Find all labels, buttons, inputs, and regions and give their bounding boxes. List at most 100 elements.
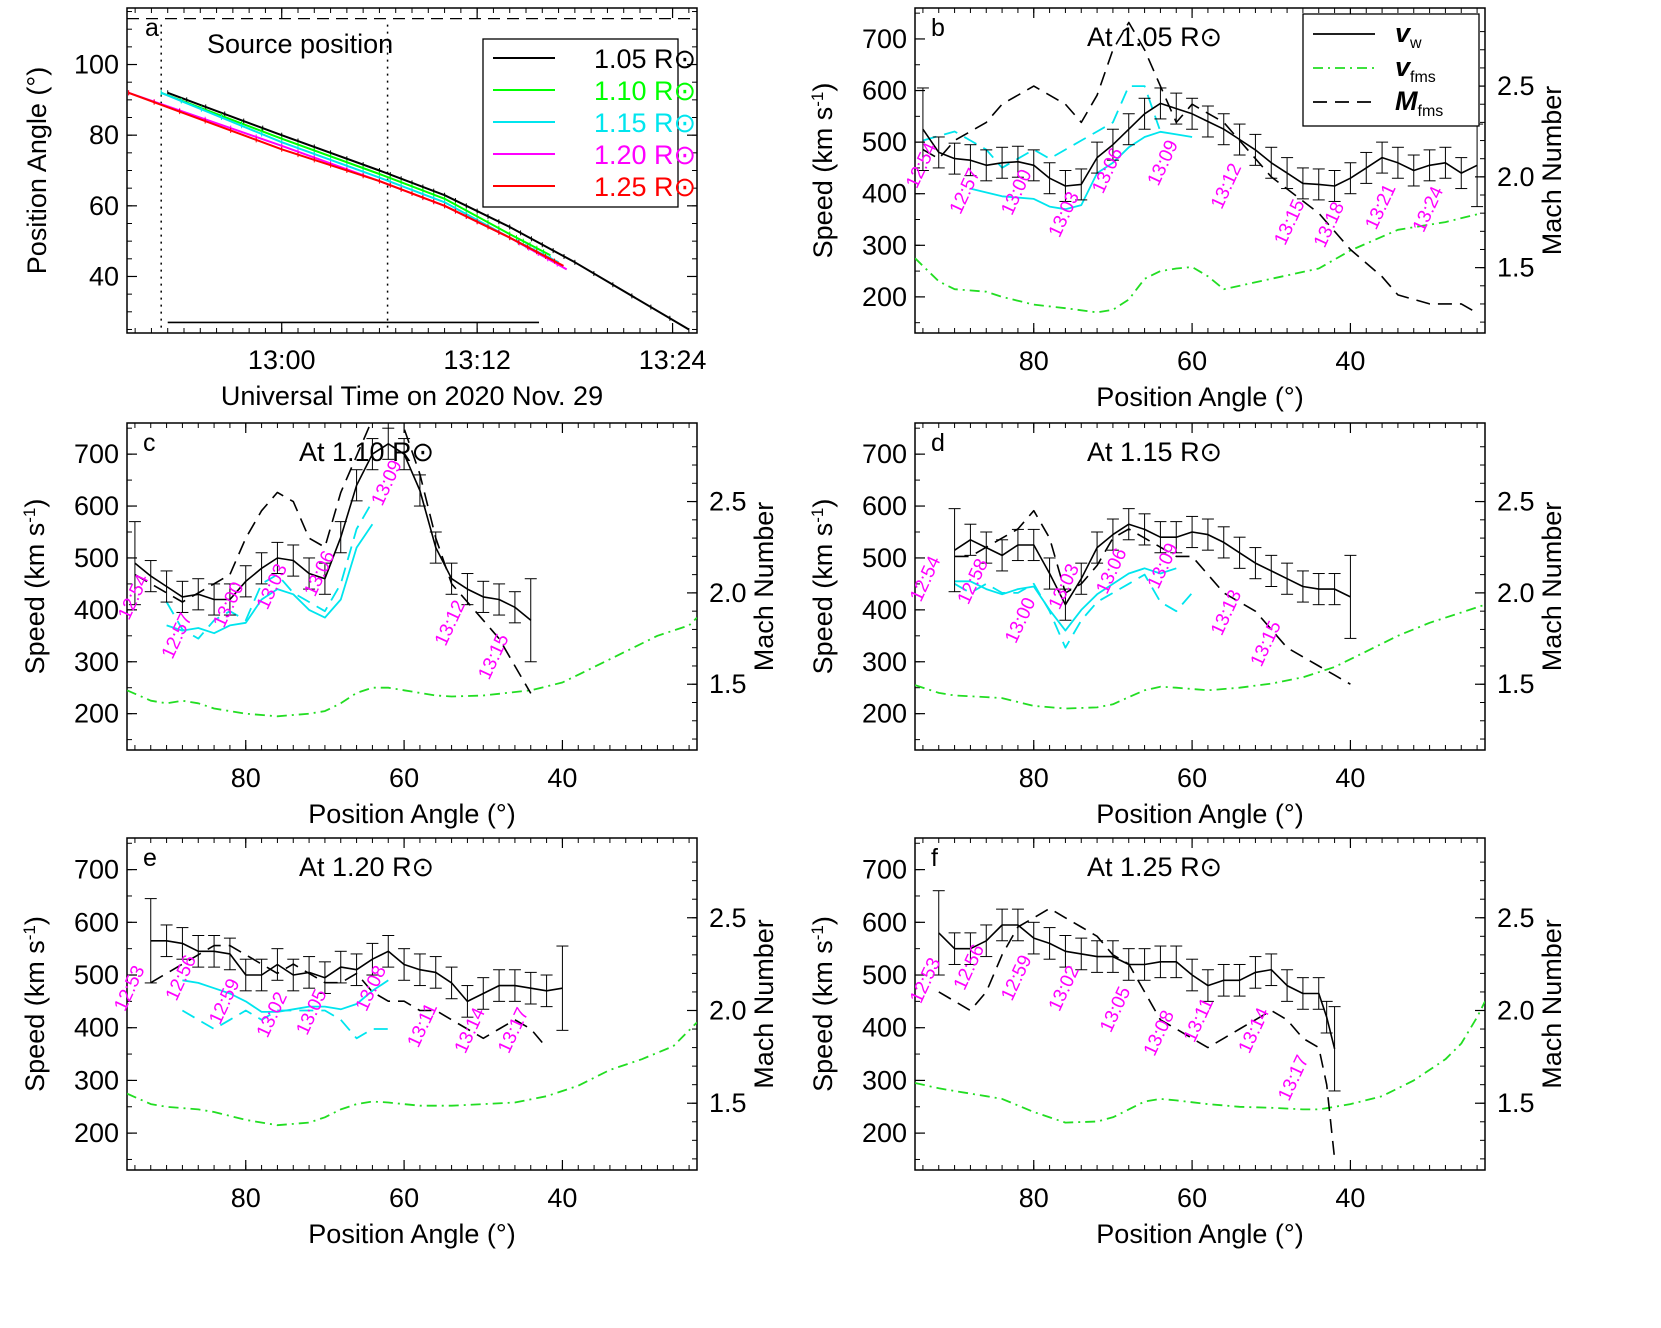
time-label: 13:00 [997,166,1036,218]
time-label: 12:54 [906,553,945,605]
mach-line [922,21,1478,314]
y-axis-label: Speed (km s-1) [808,83,839,259]
y-axis-label: Speed (km s-1) [20,499,51,675]
time-label: 12:56 [162,952,201,1004]
y-tick-label: 300 [862,647,907,677]
x-tick-label: 40 [547,1183,577,1213]
y-tick-label: 700 [862,855,907,885]
x-tick-label: 13:24 [639,345,707,375]
y-tick-label: 100 [74,50,119,80]
x-axis-label: Position Angle (°) [308,799,515,829]
x-tick-label: 60 [389,1183,419,1213]
legend-subscript: w [1409,35,1422,52]
time-label: 13:08 [352,963,391,1015]
legend-subscript: fms [1418,103,1444,120]
legend-label: 1.25 R⊙ [594,172,696,202]
y-tick-label: 500 [74,960,119,990]
y-tick-label: 600 [74,907,119,937]
vfms-line [127,616,697,718]
x-tick-label: 40 [547,763,577,793]
y-axis-label: Speed (km s-1) [20,916,51,1092]
time-label: 13:15 [475,631,514,683]
cyan-mach-line [181,1009,389,1040]
x-tick-label: 60 [1177,763,1207,793]
mach-line [954,509,1351,685]
legend-label: Mfms [1395,86,1443,120]
panel-b: 80 60 40 200 300 400 500 600 700 1.5 2.0 2.5 Positio… [808,7,1567,412]
time-label: 13:06 [300,548,339,600]
time-label: 13:11 [1180,995,1219,1046]
y-tick-label: 600 [862,491,907,521]
plot-frame [914,422,1486,751]
x-tick-label: 40 [1335,763,1365,793]
plot-frame [126,422,698,751]
panel-d: 80 60 40 200 300 400 500 600 700 1.5 2.0 2.5 Positio… [808,422,1567,829]
time-label: 12:54 [902,139,941,191]
time-label: 13:09 [1144,137,1183,189]
y-tick-label: 700 [74,439,119,469]
y-axis-label-text: Speed (km s [808,940,838,1092]
x-tick-label: 80 [1019,1183,1049,1213]
panel-title: At 1.15 R⊙ [1087,437,1222,467]
vw-line [922,102,1478,187]
y-tick-label: 200 [862,282,907,312]
time-label: 13:02 [1045,963,1084,1015]
y-tick-label: 400 [862,595,907,625]
panel-label: e [143,844,157,872]
time-label: 13:06 [1092,545,1131,597]
vfms-line [915,603,1485,710]
mach-line [134,423,532,694]
y2-axis-label: Mach Number [749,502,779,672]
time-label: 13:03 [1045,561,1084,613]
plot-area [915,890,1485,1159]
y-tick-label: 500 [862,127,907,157]
x-axis-label: Position Angle (°) [1096,1219,1303,1249]
y-tick-label: 700 [862,24,907,54]
y2-tick-label: 2.0 [709,995,747,1025]
y2-tick-label: 1.5 [1497,669,1535,699]
time-label: 13:12 [1207,160,1246,212]
time-label: 12:59 [997,952,1036,1004]
vw-line [134,442,532,621]
cyan-mach-line [922,85,1162,169]
y-axis-label-exp: -1 [20,508,39,523]
plot-frame [126,837,698,1171]
cyan-speed-line [954,567,1177,632]
y-tick-label: 300 [862,1065,907,1095]
y-axis-label-text: Speed (km s [808,107,838,259]
x-axis-label: Position Angle (°) [1096,799,1303,829]
cyan-mach-line [954,573,1193,649]
time-label: 13:00 [1001,595,1040,647]
y-axis-label-text: Speed (km s [808,523,838,675]
time-label: 13:06 [1088,145,1127,197]
panel-title: At 1.05 R⊙ [1087,22,1222,52]
legend-symbol: v [1395,18,1412,48]
panel-title: At 1.25 R⊙ [1087,852,1222,882]
time-label: 13:05 [292,986,331,1038]
y2-tick-label: 2.5 [709,903,747,933]
time-label: 13:11 [404,1000,443,1051]
panel-e: 80 60 40 200 300 400 500 600 700 1.5 2.0 2.5 Positio… [20,837,779,1249]
time-label: 13:02 [253,989,292,1041]
y2-tick-label: 1.5 [1497,253,1535,283]
time-label: 13:24 [1409,183,1448,235]
y-tick-label: 700 [74,855,119,885]
y-tick-label: 200 [862,1118,907,1148]
panel-f: 80 60 40 200 300 400 500 600 700 1.5 2.0 2.5 Positio… [808,837,1567,1249]
vfms-line [915,213,1478,314]
time-label: 13:03 [253,561,292,613]
y2-tick-label: 2.5 [709,487,747,517]
legend: 1.05 R⊙1.10 R⊙1.15 R⊙1.20 R⊙1.25 R⊙ [482,38,696,208]
y-tick-label: 300 [862,230,907,260]
time-label: 13:12 [431,597,470,649]
x-tick-label: 80 [1019,346,1049,376]
panel-title: Source position [207,29,393,59]
y-tick-label: 200 [74,1118,119,1148]
y-tick-label: 400 [862,1013,907,1043]
x-tick-label: 13:00 [248,345,316,375]
y-axis-label-exp: -1 [808,508,827,523]
legend-label: vfms [1395,52,1436,86]
x-tick-label: 40 [1335,1183,1365,1213]
y-axis-label-close: ) [20,499,50,508]
